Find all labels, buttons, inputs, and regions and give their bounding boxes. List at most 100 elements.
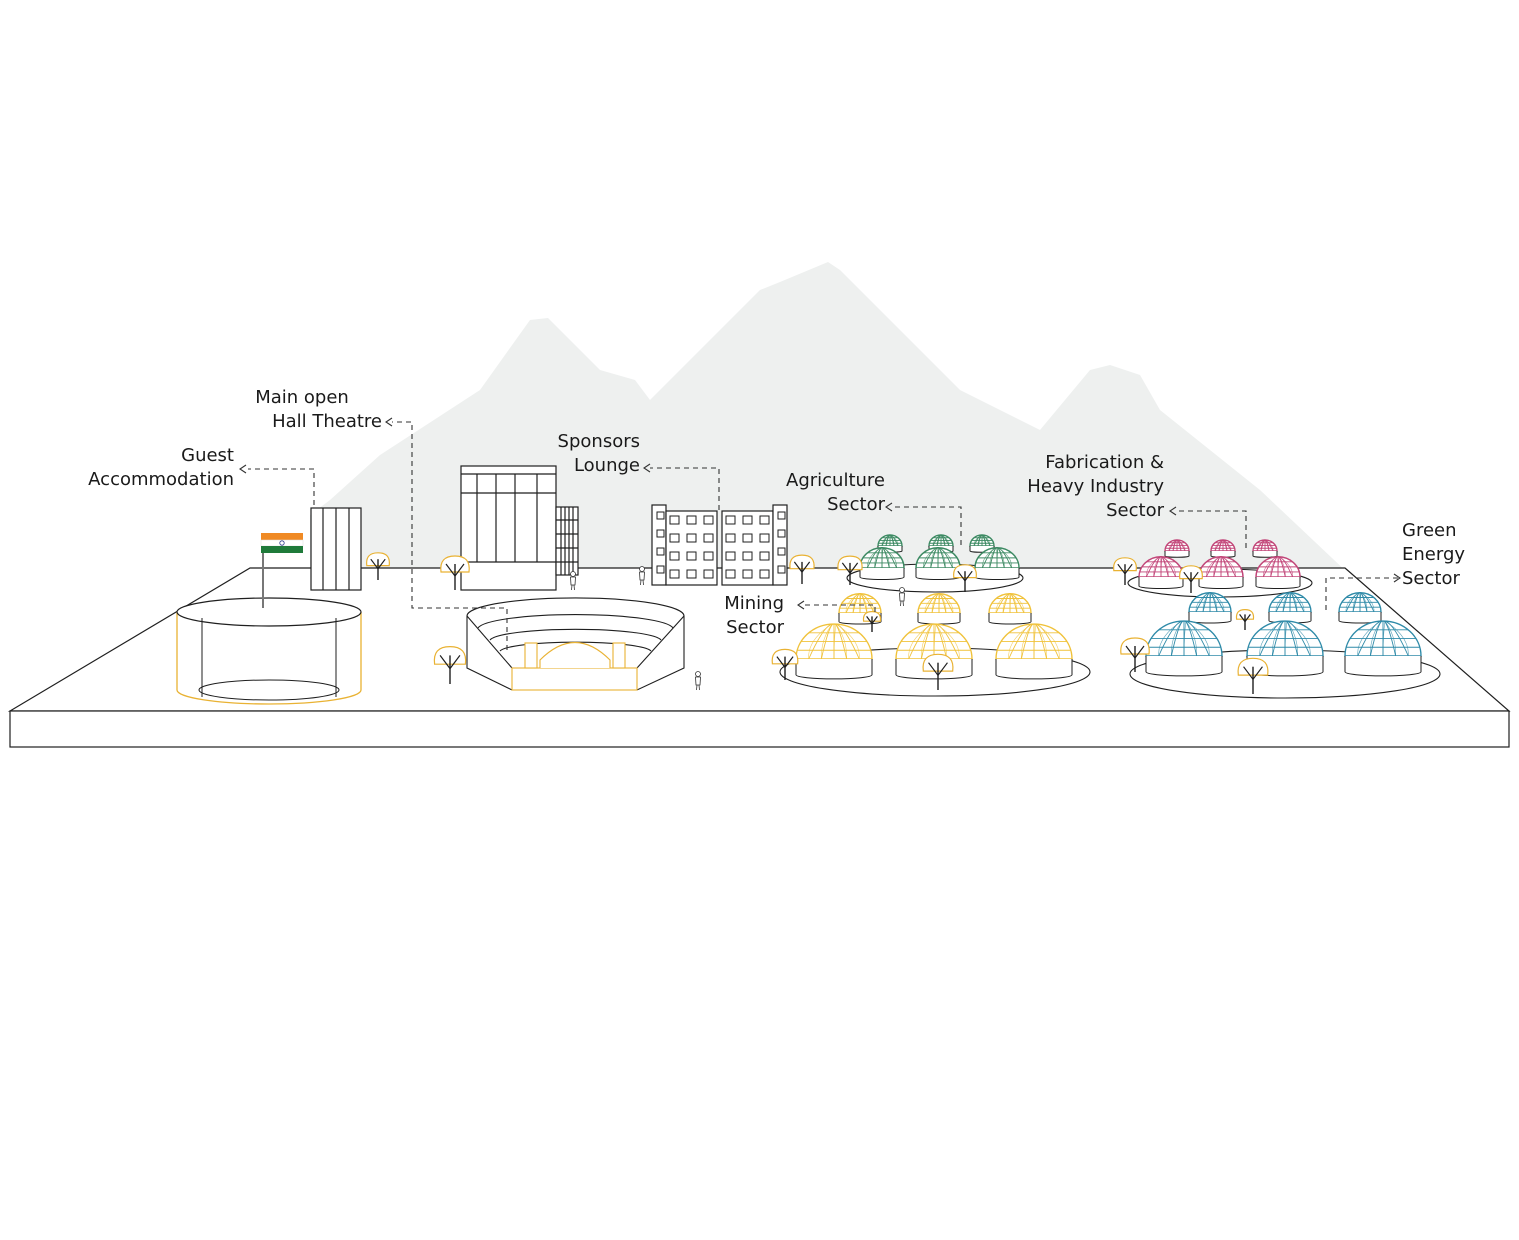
guest-accommodation-label: Guest Accommodation <box>54 444 234 492</box>
window <box>725 515 736 525</box>
tree-icon <box>1120 637 1150 672</box>
tree-icon <box>366 552 390 580</box>
tree-icon <box>789 554 815 584</box>
window <box>759 569 770 579</box>
geodesic-dome-icon <box>1246 620 1324 677</box>
label-line: Lounge <box>573 455 640 476</box>
mining-sector-label: Mining Sector <box>684 592 784 640</box>
tree-icon <box>433 645 467 684</box>
label-line: Guest <box>181 445 234 466</box>
tree-icon <box>1235 608 1255 630</box>
person-icon <box>639 566 645 586</box>
lounge-windows <box>656 511 786 579</box>
window <box>656 511 665 520</box>
window <box>703 515 714 525</box>
window <box>777 511 786 520</box>
label-line: Sponsors <box>557 431 640 452</box>
sponsors-lounge-label: Sponsors Lounge <box>500 430 640 478</box>
agriculture-sector-label: Agriculture Sector <box>745 469 885 517</box>
window <box>656 565 665 574</box>
label-line: Sector <box>1402 568 1460 589</box>
window <box>669 551 680 561</box>
geodesic-dome-icon <box>1255 556 1301 590</box>
person-icon <box>695 671 701 691</box>
window <box>669 515 680 525</box>
geodesic-dome-icon <box>1145 620 1223 677</box>
window <box>725 569 736 579</box>
geodesic-dome-icon <box>995 623 1073 680</box>
geodesic-dome-icon <box>1198 556 1244 590</box>
window <box>656 547 665 556</box>
label-line: Energy <box>1402 544 1466 565</box>
indian-flag-icon <box>260 533 304 608</box>
dome-clusters <box>779 534 1441 699</box>
tree-icon <box>862 610 882 632</box>
label-line: Green <box>1402 520 1457 541</box>
window <box>725 533 736 543</box>
main-open-hall-theatre-label: Main open Hall Theatre <box>222 386 382 434</box>
window <box>777 565 786 574</box>
label-line: Mining <box>724 593 784 614</box>
tree-icon <box>1237 657 1269 694</box>
left-arrow-icon <box>239 417 1401 610</box>
tree-icon <box>837 555 863 585</box>
window <box>686 551 697 561</box>
label-line: Sector <box>726 617 784 638</box>
window <box>703 533 714 543</box>
geodesic-dome-icon <box>915 547 961 581</box>
window <box>703 551 714 561</box>
window <box>725 551 736 561</box>
geodesic-dome-icon <box>1252 539 1278 558</box>
open-hall-theatre <box>466 597 685 691</box>
person-icon <box>570 571 576 591</box>
circular-pavilion <box>176 597 362 705</box>
window <box>742 551 753 561</box>
window <box>669 533 680 543</box>
green-energy-sector-label: Green Energy Sector <box>1402 519 1502 591</box>
tree-icon <box>771 648 799 680</box>
person-icon <box>899 587 905 607</box>
label-line: Main open <box>255 387 349 408</box>
geodesic-dome-icon <box>838 592 882 625</box>
window <box>686 515 697 525</box>
label-line: Agriculture <box>786 470 885 491</box>
window <box>703 569 714 579</box>
geodesic-dome-icon <box>1338 591 1382 624</box>
window <box>777 547 786 556</box>
geodesic-dome-icon <box>895 623 973 680</box>
fabrication-sector-label: Fabrication & Heavy Industry Sector <box>994 451 1164 523</box>
geodesic-dome-icon <box>1210 539 1236 558</box>
tree-icon <box>1113 557 1137 585</box>
leader-lines <box>248 421 1398 650</box>
window <box>686 569 697 579</box>
geodesic-dome-icon <box>917 592 961 625</box>
guest-accommodation-building <box>310 507 362 591</box>
label-line: Hall Theatre <box>272 411 382 432</box>
geodesic-dome-icon <box>974 547 1020 581</box>
window <box>759 551 770 561</box>
label-line: Sector <box>1106 500 1164 521</box>
window <box>742 515 753 525</box>
window <box>656 529 665 538</box>
window <box>669 569 680 579</box>
window <box>759 533 770 543</box>
people <box>570 566 905 691</box>
tree-icon <box>1179 565 1203 593</box>
geodesic-dome-icon <box>1268 591 1312 624</box>
window <box>777 529 786 538</box>
label-line: Sector <box>827 494 885 515</box>
label-line: Heavy Industry <box>1027 476 1164 497</box>
geodesic-dome-icon <box>988 592 1032 625</box>
window <box>742 569 753 579</box>
window <box>686 533 697 543</box>
geodesic-dome-icon <box>1164 539 1190 558</box>
geodesic-dome-icon <box>795 623 873 680</box>
tree-icon <box>953 564 977 592</box>
main-hall-tower <box>460 465 579 591</box>
trees <box>366 552 1269 694</box>
window <box>742 533 753 543</box>
tree-icon <box>922 653 954 690</box>
geodesic-dome-icon <box>859 547 905 581</box>
geodesic-dome-icon <box>1344 620 1422 677</box>
